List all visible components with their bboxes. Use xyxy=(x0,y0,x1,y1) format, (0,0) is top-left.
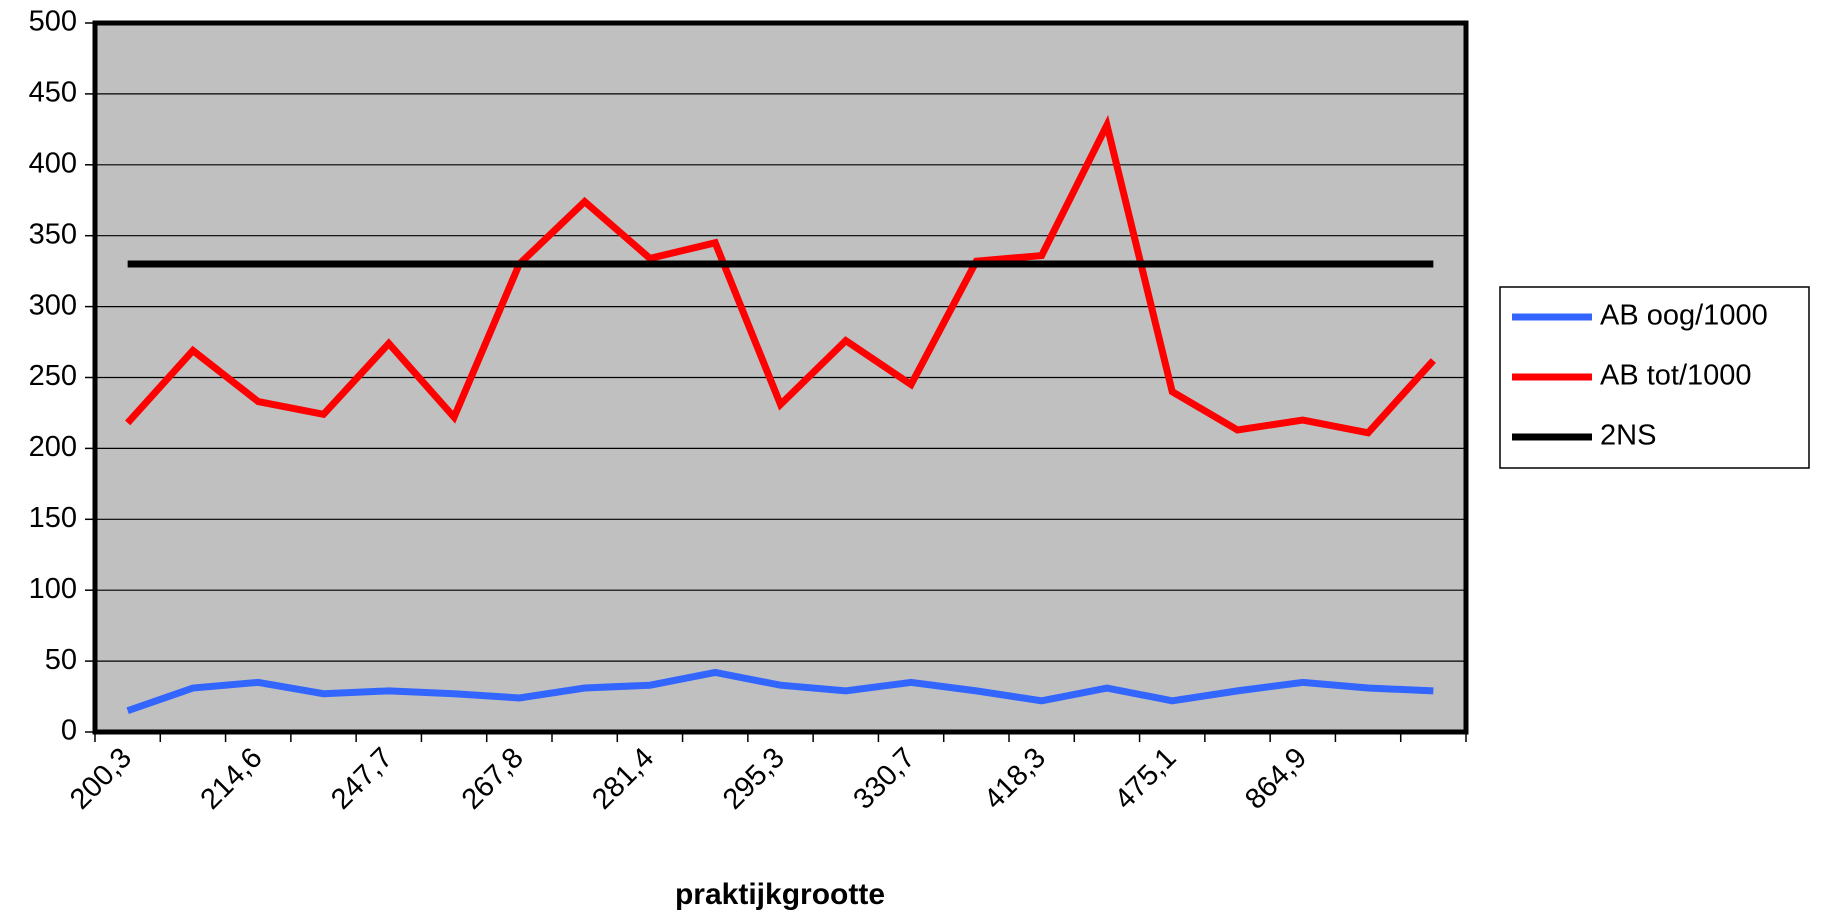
legend-label: 2NS xyxy=(1600,420,1656,452)
x-tick-label: 295,3 xyxy=(717,742,791,816)
series-line xyxy=(125,115,1436,437)
y-tick-label: 400 xyxy=(29,147,77,179)
series-line xyxy=(126,668,1434,715)
x-tick-label: 247,7 xyxy=(325,742,399,816)
y-tick-label: 500 xyxy=(29,6,77,38)
x-tick-label: 214,6 xyxy=(195,742,269,816)
y-tick-label: 100 xyxy=(29,573,77,605)
x-tick-label: 200,3 xyxy=(64,742,138,816)
y-tick-label: 0 xyxy=(61,715,77,747)
x-axis-label: praktijkgrootte xyxy=(675,878,885,911)
plot-border xyxy=(92,20,1469,735)
y-tick-label: 150 xyxy=(29,502,77,534)
x-tick-label: 864,9 xyxy=(1239,742,1313,816)
y-tick-label: 350 xyxy=(29,218,77,250)
x-tick-label: 267,8 xyxy=(456,742,530,816)
legend-label: AB tot/1000 xyxy=(1600,360,1752,392)
x-tick-label: 330,7 xyxy=(847,742,921,816)
y-tick-label: 450 xyxy=(29,77,77,109)
x-tick-label: 281,4 xyxy=(586,742,660,816)
y-tick-label: 250 xyxy=(29,360,77,392)
legend-label: AB oog/1000 xyxy=(1600,300,1768,332)
x-tick-label: 418,3 xyxy=(978,742,1052,816)
x-tick-label: 475,1 xyxy=(1109,742,1183,816)
y-tick-label: 50 xyxy=(45,644,77,676)
y-tick-label: 200 xyxy=(29,431,77,463)
y-tick-label: 300 xyxy=(29,289,77,321)
